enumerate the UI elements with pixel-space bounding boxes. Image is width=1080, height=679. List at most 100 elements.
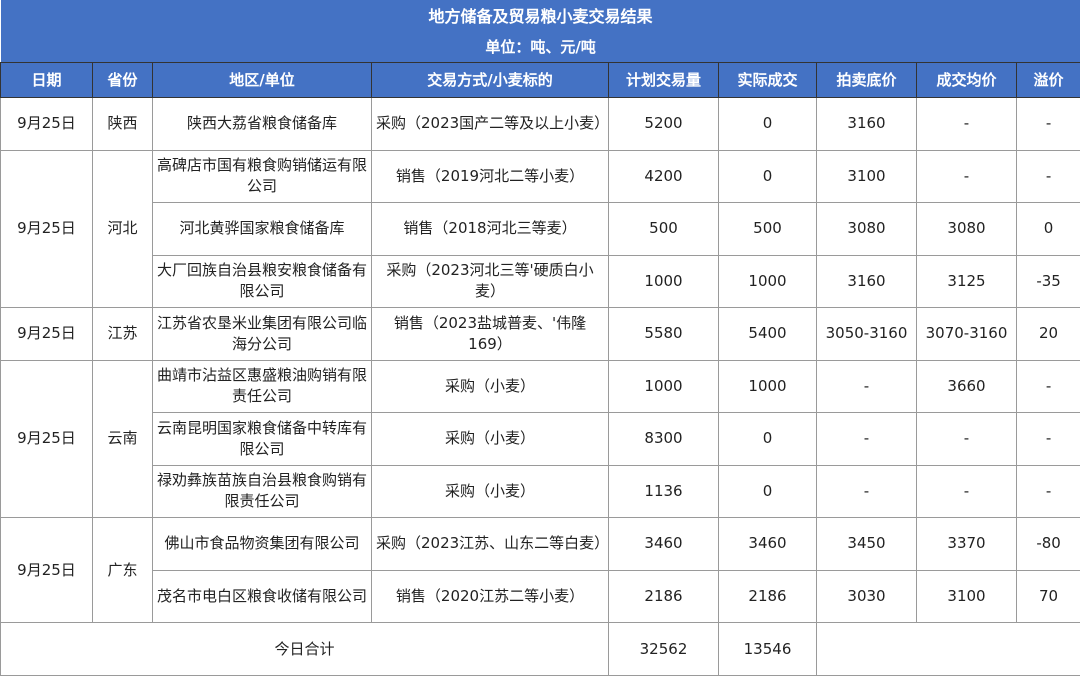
column-header: 拍卖底价 [816,62,917,98]
premium-cell: -35 [1015,254,1080,308]
actual-volume-cell: 0 [718,464,817,518]
trade-method-cell: 销售（2018河北三等麦） [371,202,609,256]
unit-name-cell: 大厂回族自治县粮安粮食储备有限公司 [152,254,372,308]
trade-method-cell: 销售（2023盐城普麦、'伟隆169） [371,307,609,361]
average-price-cell: - [916,97,1017,151]
planned-volume-cell: 5580 [608,307,719,361]
premium-cell: - [1015,359,1080,413]
date-cell: 9月25日 [0,307,93,361]
planned-volume-cell: 4200 [608,149,719,203]
province-cell: 广东 [92,517,153,623]
trade-method-cell: 采购（2023河北三等'硬质白小麦） [371,254,609,308]
average-price-cell: 3125 [916,254,1017,308]
floor-price-cell: 3160 [816,254,917,308]
column-header: 日期 [0,62,93,98]
table-row: 禄劝彝族苗族自治县粮食购销有限责任公司 采购（小麦） 1136 0- - - [1,464,1080,518]
column-header: 地区/单位 [152,62,372,98]
trade-method-cell: 采购（小麦） [371,412,609,466]
column-header: 计划交易量 [608,62,719,98]
unit-name-cell: 茂名市电白区粮食收储有限公司 [152,569,372,623]
planned-volume-cell: 1136 [608,464,719,518]
date-cell: 9月25日 [0,517,93,623]
column-header: 省份 [92,62,153,98]
total-row: 今日合计 32562 13546 [0,622,1080,676]
column-header: 成交均价 [916,62,1017,98]
total-planned: 32562 [608,622,719,676]
floor-price-cell: - [816,412,917,466]
planned-volume-cell: 1000 [608,359,719,413]
table-row: 茂名市电白区粮食收储有限公司 销售（2020江苏二等小麦） 2186 2186 3030… [1,569,1080,623]
premium-cell: 70 [1015,569,1080,623]
planned-volume-cell: 500 [608,202,719,256]
actual-volume-cell: 0 [718,97,817,151]
total-empty [815,622,1080,676]
average-price-cell: 3100 [916,569,1017,623]
unit-name-cell: 高碑店市国有粮食购销储运有限公司 [152,149,372,203]
unit-name-cell: 云南昆明国家粮食储备中转库有限公司 [152,412,372,466]
province-cell: 江苏 [92,307,153,361]
average-price-cell: 3080 [916,202,1017,256]
floor-price-cell: - [816,464,917,518]
premium-cell: -80 [1015,517,1080,571]
column-header: 溢价 [1015,62,1080,98]
trade-method-cell: 采购（小麦） [371,359,609,413]
premium-cell: - [1015,97,1080,151]
average-price-cell: 3660 [916,359,1017,413]
table-row: 9月25日 广东 佛山市食品物资集团有限公司 采购（2023江苏、山东二等白麦） 346… [0,517,1080,623]
planned-volume-cell: 2186 [608,569,719,623]
actual-volume-cell: 1000 [718,359,817,413]
date-cell: 9月25日 [0,97,93,151]
floor-price-cell: 3050-3160 [816,307,917,361]
premium-cell: - [1015,149,1080,203]
planned-volume-cell: 3460 [608,517,719,571]
premium-cell: - [1015,412,1080,466]
trade-method-cell: 采购（2023江苏、山东二等白麦） [371,517,609,571]
premium-cell: - [1015,464,1080,518]
unit-name-cell: 河北黄骅国家粮食储备库 [152,202,372,256]
trade-method-cell: 销售（2019河北二等小麦） [371,149,609,203]
table-row: 9月25日 河北 高碑店市国有粮食购销储运有限公司 销售（2019河北二等小麦） 420… [0,149,1080,308]
column-header: 交易方式/小麦标的 [371,62,609,98]
average-price-cell: 3370 [916,517,1017,571]
average-price-cell: - [916,412,1017,466]
unit-name-cell: 佛山市食品物资集团有限公司 [152,517,372,571]
trade-method-cell: 采购（小麦） [371,464,609,518]
table-row: 河北黄骅国家粮食储备库 销售（2018河北三等麦） 500 500 3080 3080 0 [1,202,1080,256]
actual-volume-cell: 500 [718,202,817,256]
premium-cell: 20 [1015,307,1080,361]
actual-volume-cell: 2186 [718,569,817,623]
province-cell: 云南 [92,359,153,518]
table-row: 云南昆明国家粮食储备中转库有限公司 采购（小麦） 8300 0- - - [1,412,1080,466]
actual-volume-cell: 3460 [718,517,817,571]
floor-price-cell: - [816,359,917,413]
premium-cell: 0 [1015,202,1080,256]
planned-volume-cell: 5200 [608,97,719,151]
planned-volume-cell: 1000 [608,254,719,308]
table-row: 9月25日 陕西 陕西大荔省粮食储备库 采购（2023国产二等及以上小麦） 5200 0 3… [0,97,1080,151]
column-header: 实际成交 [718,62,817,98]
average-price-cell: - [916,464,1017,518]
unit-name-cell: 禄劝彝族苗族自治县粮食购销有限责任公司 [152,464,372,518]
date-cell: 9月25日 [0,359,93,518]
table-row: 9月25日 云南 曲靖市沾益区惠盛粮油购销有限责任公司 采购（小麦） 1000 1000-… [0,359,1080,518]
table-row: 9月25日 江苏 江苏省农垦米业集团有限公司临海分公司 销售（2023盐城普麦、'伟隆… [0,307,1080,361]
actual-volume-cell: 0 [718,149,817,203]
actual-volume-cell: 5400 [718,307,817,361]
unit-name-cell: 曲靖市沾益区惠盛粮油购销有限责任公司 [152,359,372,413]
unit-name-cell: 江苏省农垦米业集团有限公司临海分公司 [152,307,372,361]
total-actual: 13546 [718,622,817,676]
table-row: 大厂回族自治县粮安粮食储备有限公司 采购（2023河北三等'硬质白小麦） 1000 1… [1,254,1080,308]
total-label: 今日合计 [0,622,609,676]
trade-method-cell: 采购（2023国产二等及以上小麦） [371,97,609,151]
average-price-cell: - [916,149,1017,203]
floor-price-cell: 3030 [816,569,917,623]
actual-volume-cell: 1000 [718,254,817,308]
floor-price-cell: 3100 [816,149,917,203]
actual-volume-cell: 0 [718,412,817,466]
province-cell: 陕西 [92,97,153,151]
trade-method-cell: 销售（2020江苏二等小麦） [371,569,609,623]
unit-name-cell: 陕西大荔省粮食储备库 [152,97,372,151]
floor-price-cell: 3160 [816,97,917,151]
floor-price-cell: 3080 [816,202,917,256]
